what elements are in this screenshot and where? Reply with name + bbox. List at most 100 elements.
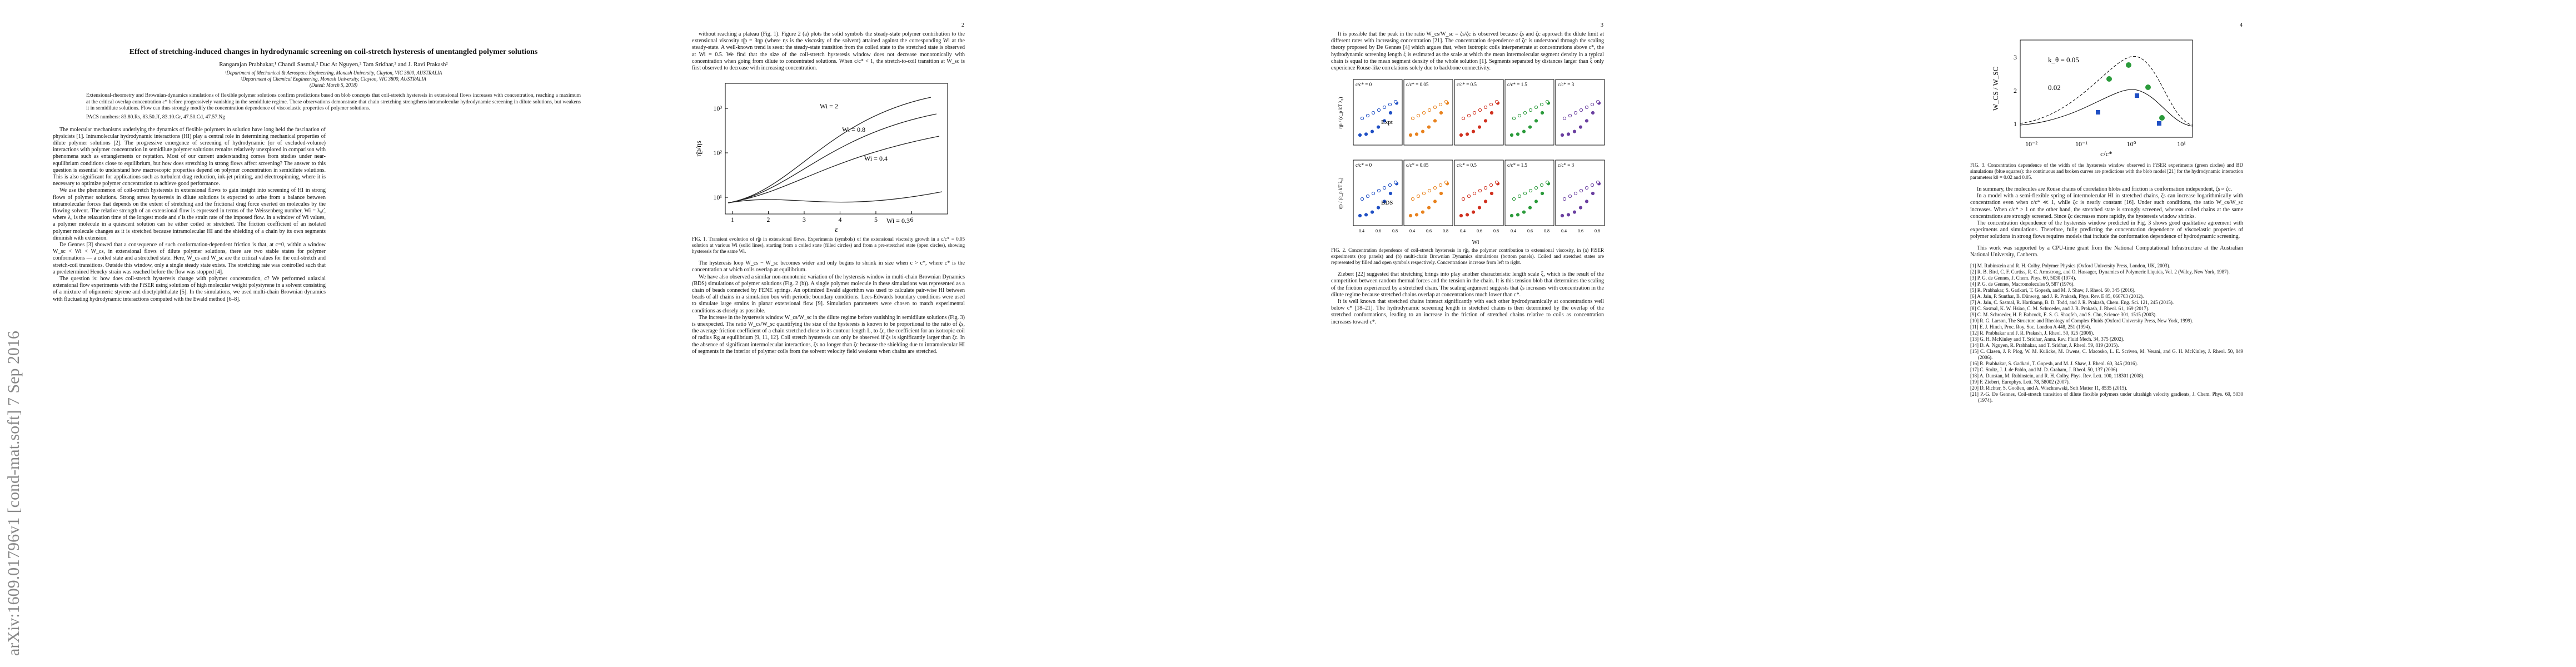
marker [1377,108,1381,112]
marker [1534,200,1538,203]
marker [1568,195,1572,198]
affiliation: ¹Department of Mechanical & Aerospace En… [225,70,442,76]
marker [2126,62,2131,68]
marker [2159,115,2165,121]
x-tick-label: 0.8 [1392,228,1398,233]
x-axis-label: ε [835,226,838,234]
marker [1421,130,1425,133]
marker [1461,197,1466,201]
marker [1444,181,1448,185]
marker [1439,111,1443,115]
marker [2106,76,2112,82]
curve-label: Wi = 2 [820,102,838,110]
x-tick-label: 0.6 [1426,228,1432,233]
marker [1478,108,1482,112]
marker [1465,132,1469,136]
figure-3: 10⁻² 10⁻¹ 10⁰ 10¹ 1 2 3 k_θ = 0.05 0.02 c/c* W_CS … [1970,34,2243,181]
body-columns: without reaching a plateau (Fig. 1). Fig… [692,31,1253,648]
paper-page: 3 It is possible that the peak in the rat… [1298,0,1926,667]
marker [1483,200,1488,203]
marker [1421,210,1425,214]
x-tick-label: 2 [766,216,770,223]
marker [1539,103,1544,107]
body-columns: It is possible that the peak in the rati… [1331,31,1892,648]
panel-label: c/c* = 0.5 [1457,82,1477,87]
marker [1414,132,1419,136]
paragraph: The increase in the hysteresis window W_… [692,314,965,355]
curve [728,191,943,203]
pacs: PACS numbers: 83.80.Rs, 83.50.Jf, 83.10.… [86,114,225,120]
reference: [13] G. H. McKinley and T. Sridhar, Annu… [1970,336,2125,342]
marker [1477,206,1482,210]
marker [1489,183,1493,187]
marker [1517,195,1522,198]
reference: [6] A. Jain, P. Sunthar, B. Dünweg, and … [1970,293,2144,300]
marker [1433,119,1437,123]
marker [1522,210,1526,214]
curve-label: 0.02 [2048,83,2061,92]
x-tick-label: 0.8 [1544,228,1549,233]
marker [1516,213,1520,217]
marker [1523,192,1527,196]
marker [1534,119,1538,123]
panel [1403,160,1453,226]
marker [1461,117,1466,121]
reference: [8] C. Sasmal, K. W. Hsiao, C. M. Schroe… [1970,306,2150,312]
y-tick-label: 1 [2014,120,2017,128]
x-tick-label: 0.6 [1527,228,1533,233]
marker [1585,106,1589,109]
panel [1504,79,1554,146]
figure-caption: FIG. 2. Concentration dependence of coil… [1331,247,1604,266]
marker [1512,197,1516,201]
reference: [3] P. G. de Gennes, J. Chem. Phys. 60, … [1970,275,2076,281]
paper-page: 4 10⁻² 10⁻¹ 10⁰ 10¹ 1 2 3 k_θ = 0.05 0.02 c/c* W_CS… [1937,0,2565,667]
curve [728,97,931,203]
x-tick-label: 0.8 [1443,228,1448,233]
y-tick-label: 2 [2014,87,2017,94]
marker [1512,117,1516,121]
marker [1427,125,1431,129]
curve [728,113,937,203]
marker [1438,103,1443,107]
marker [1382,119,1387,123]
marker [1388,103,1392,107]
panel [1454,160,1504,226]
marker [1545,100,1549,104]
marker [1438,183,1443,187]
marker [1360,117,1364,121]
reference: [9] C. M. Schroeder, H. P. Babcock, E. S… [1970,312,2157,318]
curve-label: Wi = 0.4 [864,155,888,162]
marker [1471,210,1476,214]
marker [2135,93,2139,98]
marker [1371,192,1376,196]
marker [2157,121,2161,126]
marker [1366,114,1370,118]
abstract: Extensional-rheometry and Brownian-dynam… [86,93,581,111]
marker [1376,125,1381,129]
y-axis-label: η̄p / (c_p kT λ₀) [1338,97,1343,129]
page-number: 4 [2240,22,2243,28]
marker [1433,200,1437,203]
marker [1494,181,1499,185]
reference: [20] D. Richter, S. Gooßen, and A. Wisch… [1970,385,2127,391]
marker [1439,192,1443,196]
references: [1] M. Rubinstein and R. H. Colby, Polym… [1970,263,2243,404]
x-tick-label: 10¹ [2177,140,2186,148]
figure-caption: FIG. 3. Concentration dependence of the … [1970,162,2243,180]
paragraph: The molecular mechanisms underlying the … [53,126,326,187]
marker [1477,125,1482,129]
x-tick-label: 10⁻¹ [2075,140,2087,148]
marker [1472,192,1477,196]
x-tick-label: 0.4 [1359,228,1364,233]
paragraph: In summary, the molecules are Rouse chai… [1977,186,2233,192]
panel-label: c/c* = 3 [1558,82,1575,87]
marker [1366,195,1370,198]
marker [1573,192,1578,196]
marker [1585,200,1589,203]
marker [1408,133,1413,137]
acknowledgement: This work was supported by a CPU-time gr… [1970,245,2243,258]
paragraph: The concentration dependence of the hyst… [1970,220,2243,240]
marker [1591,111,1595,115]
